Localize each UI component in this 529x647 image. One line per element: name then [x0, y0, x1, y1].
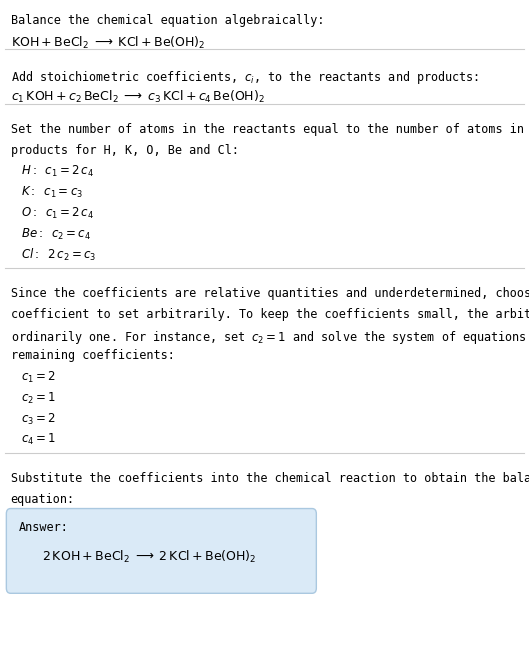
Text: Answer:: Answer:	[19, 521, 68, 534]
Text: $ K:\;\; c_1 = c_3$: $ K:\;\; c_1 = c_3$	[21, 185, 83, 200]
Text: Set the number of atoms in the reactants equal to the number of atoms in the: Set the number of atoms in the reactants…	[11, 123, 529, 136]
Text: $c_1\,\mathrm{KOH} + c_2\,\mathrm{BeCl}_2 \;\longrightarrow\; c_3\,\mathrm{KCl} : $c_1\,\mathrm{KOH} + c_2\,\mathrm{BeCl}_…	[11, 89, 264, 105]
Text: $\mathrm{KOH} + \mathrm{BeCl}_2 \;\longrightarrow\; \mathrm{KCl} + \mathrm{Be(OH: $\mathrm{KOH} + \mathrm{BeCl}_2 \;\longr…	[11, 35, 205, 51]
Text: $2\,\mathrm{KOH} + \mathrm{BeCl}_2 \;\longrightarrow\; 2\,\mathrm{KCl} + \mathrm: $2\,\mathrm{KOH} + \mathrm{BeCl}_2 \;\lo…	[42, 549, 257, 565]
Text: $c_1 = 2$: $c_1 = 2$	[21, 370, 56, 385]
Text: $c_4 = 1$: $c_4 = 1$	[21, 432, 56, 447]
FancyBboxPatch shape	[6, 509, 316, 593]
Text: ordinarily one. For instance, set $c_2 = 1$ and solve the system of equations fo: ordinarily one. For instance, set $c_2 =…	[11, 329, 529, 345]
Text: $ O:\;\; c_1 = 2\,c_4$: $ O:\;\; c_1 = 2\,c_4$	[21, 206, 94, 221]
Text: Since the coefficients are relative quantities and underdetermined, choose a: Since the coefficients are relative quan…	[11, 287, 529, 300]
Text: remaining coefficients:: remaining coefficients:	[11, 349, 175, 362]
Text: Balance the chemical equation algebraically:: Balance the chemical equation algebraica…	[11, 14, 324, 27]
Text: $c_3 = 2$: $c_3 = 2$	[21, 411, 56, 426]
Text: $c_2 = 1$: $c_2 = 1$	[21, 391, 56, 406]
Text: $Cl:\;\; 2\,c_2 = c_3$: $Cl:\;\; 2\,c_2 = c_3$	[21, 247, 96, 263]
Text: equation:: equation:	[11, 493, 75, 506]
Text: products for H, K, O, Be and Cl:: products for H, K, O, Be and Cl:	[11, 144, 239, 157]
Text: Substitute the coefficients into the chemical reaction to obtain the balanced: Substitute the coefficients into the che…	[11, 472, 529, 485]
Text: $Be:\;\; c_2 = c_4$: $Be:\;\; c_2 = c_4$	[21, 226, 91, 241]
Text: Add stoichiometric coefficients, $c_i$, to the reactants and products:: Add stoichiometric coefficients, $c_i$, …	[11, 69, 479, 85]
Text: coefficient to set arbitrarily. To keep the coefficients small, the arbitrary va: coefficient to set arbitrarily. To keep …	[11, 308, 529, 321]
Text: $ H:\;\; c_1 = 2\,c_4$: $ H:\;\; c_1 = 2\,c_4$	[21, 164, 94, 179]
